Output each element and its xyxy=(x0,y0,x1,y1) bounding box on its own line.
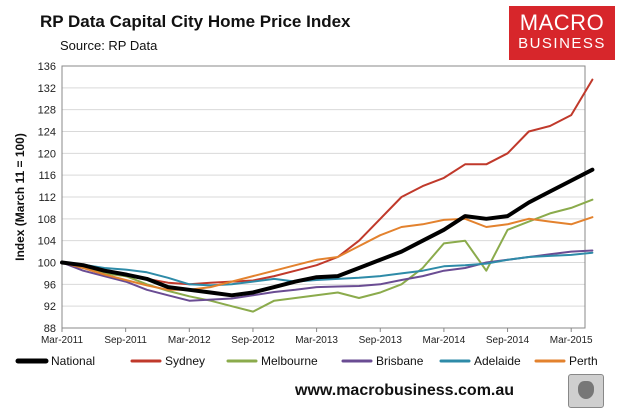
macrobusiness-logo: MACRO BUSINESS xyxy=(509,6,615,60)
y-tick-label: 88 xyxy=(44,323,56,335)
x-tick-label: Sep-2013 xyxy=(359,335,403,346)
x-tick-label: Mar-2015 xyxy=(550,335,593,346)
footer-url: www.macrobusiness.com.au xyxy=(295,382,515,399)
series-line-national xyxy=(60,167,595,298)
y-tick-label: 112 xyxy=(38,192,56,204)
y-tick-label: 96 xyxy=(44,279,56,291)
chart-subtitle: Source: RP Data xyxy=(60,38,158,53)
series-line-sydney xyxy=(61,78,594,286)
y-tick-label: 136 xyxy=(38,61,56,73)
series-line-perth xyxy=(61,216,594,291)
y-tick-label: 128 xyxy=(38,105,56,117)
plot-area-frame xyxy=(61,65,586,329)
legend-label-melbourne: Melbourne xyxy=(261,354,318,368)
chart-title: RP Data Capital City Home Price Index xyxy=(40,12,351,31)
legend-label-national: National xyxy=(51,354,95,368)
x-tick-label: Mar-2014 xyxy=(423,335,466,346)
series-line-adelaide xyxy=(61,251,594,287)
y-tick-label: 92 xyxy=(44,301,56,313)
legend-label-sydney: Sydney xyxy=(165,354,205,368)
y-tick-label: 132 xyxy=(38,83,56,95)
x-tick-label: Mar-2012 xyxy=(168,335,211,346)
y-tick-label: 124 xyxy=(38,127,56,139)
y-tick-label: 100 xyxy=(38,258,56,270)
y-tick-label: 108 xyxy=(38,214,56,226)
x-tick-label: Mar-2011 xyxy=(41,335,83,346)
logo-line-1: MACRO xyxy=(519,10,605,35)
legend-label-brisbane: Brisbane xyxy=(376,354,424,368)
legend-label-adelaide: Adelaide xyxy=(474,354,521,368)
logo-line-2: BUSINESS xyxy=(518,35,606,52)
y-tick-label: 104 xyxy=(38,236,56,248)
x-tick-label: Sep-2011 xyxy=(104,335,147,346)
y-tick-label: 120 xyxy=(38,148,56,160)
x-tick-label: Mar-2013 xyxy=(295,335,338,346)
legend-label-perth: Perth xyxy=(569,354,598,368)
series-line-melbourne xyxy=(61,198,594,313)
x-tick-label: Sep-2014 xyxy=(486,335,530,346)
y-tick-label: 116 xyxy=(38,170,56,182)
wolf-icon xyxy=(568,374,604,408)
x-tick-label: Sep-2012 xyxy=(231,335,275,346)
